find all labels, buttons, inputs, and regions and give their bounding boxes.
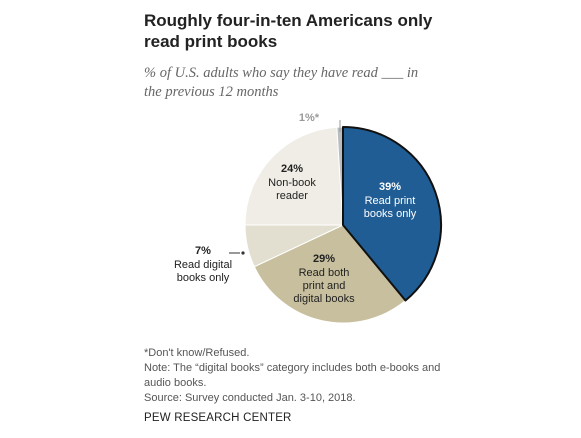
source-note: Source: Survey conducted Jan. 3-10, 2018… — [144, 392, 356, 404]
leader-dot-read-digital-books-only — [241, 251, 245, 255]
category-label-read-both-print-and-digital-books-line-2: print and — [303, 280, 346, 292]
data-label-read-both-print-and-digital-books: 29% — [313, 253, 335, 265]
footnote-dk: *Don't know/Refused. — [144, 347, 250, 359]
title-line-1: Roughly four-in-ten Americans only — [144, 11, 433, 30]
category-label-read-both-print-and-digital-books-line-3: digital books — [293, 293, 355, 305]
category-label-read-print-books-only-line-2: books only — [364, 208, 417, 220]
chart-figure: Roughly four-in-ten Americans only read … — [144, 0, 464, 438]
category-label-read-both-print-and-digital-books-line-1: Read both — [299, 267, 350, 279]
category-label-read-digital-books-only-line-2: books only — [177, 272, 230, 284]
pie-slice-non-book-reader — [244, 126, 344, 226]
source-organization: PEW RESEARCH CENTER — [144, 412, 292, 424]
data-label-non-book-reader: 24% — [281, 163, 303, 175]
data-label-read-digital-books-only: 7% — [195, 245, 211, 257]
data-label-don-t-know-refused: 1%* — [299, 112, 320, 124]
subtitle-line-2: the previous 12 months — [144, 84, 279, 100]
data-label-read-print-books-only: 39% — [379, 181, 401, 193]
category-label-non-book-reader-line-1: Non-book — [268, 177, 316, 189]
category-label-read-digital-books-only-line-1: Read digital — [174, 259, 232, 271]
subtitle-line-1: % of U.S. adults who say they have read … — [144, 65, 419, 81]
chart-subtitle: % of U.S. adults who say they have read … — [144, 64, 474, 102]
pie-slice-read-print-books-only — [342, 126, 442, 302]
category-label-read-print-books-only-line-1: Read print — [365, 195, 416, 207]
title-line-2: read print books — [144, 32, 278, 51]
note-line-1: Note: The “digital books” category inclu… — [144, 362, 441, 374]
chart-title: Roughly four-in-ten Americans only read … — [144, 10, 474, 52]
note-line-2: audio books. — [144, 377, 207, 389]
category-label-non-book-reader-line-2: reader — [276, 190, 308, 202]
